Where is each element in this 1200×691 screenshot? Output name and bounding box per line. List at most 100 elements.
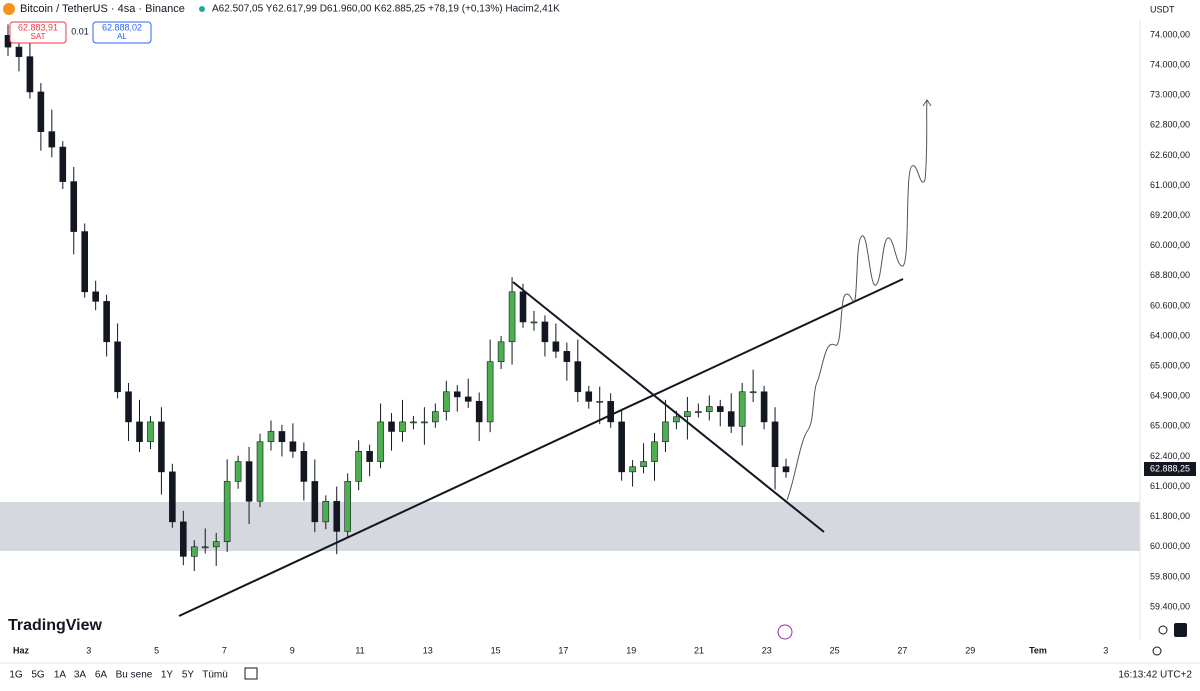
candle-body: [782, 466, 790, 473]
range-button[interactable]: 6A: [95, 670, 108, 681]
buy-label: AL: [117, 32, 127, 41]
price-label: 61.000,00: [1150, 180, 1190, 190]
price-label: 59.800,00: [1150, 571, 1190, 581]
price-label: 61.000,00: [1150, 481, 1190, 491]
candle-body: [640, 461, 647, 468]
time-label: 7: [222, 645, 227, 655]
time-label: 11: [355, 645, 364, 655]
price-label: 65.000,00: [1150, 421, 1190, 431]
candle-body: [190, 546, 198, 557]
price-label: 60.600,00: [1150, 300, 1190, 310]
settings-icon[interactable]: [1152, 646, 1162, 656]
projection-path: [786, 99, 932, 501]
candle-body: [585, 391, 593, 402]
candle-body: [125, 391, 132, 423]
price-label: 64.900,00: [1150, 391, 1190, 401]
candle-body: [92, 291, 99, 302]
candle-body: [300, 450, 308, 482]
time-label: 21: [694, 645, 704, 655]
candles: [4, 24, 790, 572]
candle-body: [716, 406, 724, 412]
candle-body: [453, 391, 461, 398]
candle-body: [684, 411, 691, 418]
candle-body: [201, 546, 209, 549]
range-button[interactable]: 3A: [74, 670, 87, 681]
candle-body: [267, 431, 275, 443]
currency[interactable]: USDT: [1150, 4, 1175, 14]
time-label: 9: [290, 645, 295, 655]
candle-body: [695, 411, 702, 413]
buy-price: 62.888,02: [102, 22, 142, 32]
candle-body: [59, 146, 67, 182]
calendar-icon[interactable]: [244, 667, 258, 680]
candle-body: [519, 291, 527, 323]
price-label: 62.400,00: [1150, 451, 1190, 461]
price-label: 61.800,00: [1150, 511, 1190, 521]
ohlc: A62.507,05 Y62.617,99 D61.960,00 K62.885…: [212, 4, 560, 15]
range-button[interactable]: 1G: [9, 670, 23, 681]
coin-icon: [3, 3, 15, 15]
candle-body: [662, 421, 669, 443]
candle-body: [563, 351, 571, 362]
time-label: 5: [154, 645, 159, 655]
candle-body: [727, 411, 735, 427]
range-button[interactable]: Bu sene: [116, 670, 153, 681]
log-toggle[interactable]: [1158, 625, 1168, 635]
range-button[interactable]: 1A: [54, 670, 67, 681]
candle-body: [180, 521, 187, 557]
price-label: 68.800,00: [1150, 270, 1190, 280]
logo-text: TradingView: [8, 617, 103, 634]
logo: TradingView: [8, 617, 103, 634]
symbol: Bitcoin / TetherUS · 4sa · Binance: [20, 3, 185, 15]
candle-body: [377, 421, 384, 462]
price-label: 65.000,00: [1150, 361, 1190, 371]
candle-body: [432, 411, 439, 423]
candle-body: [443, 391, 450, 412]
candle-body: [114, 341, 121, 393]
range-button[interactable]: 5Y: [182, 670, 195, 681]
candle-body: [705, 406, 713, 412]
candle-body: [552, 341, 560, 352]
time-label: 19: [626, 645, 636, 655]
event-icon[interactable]: [777, 624, 793, 640]
candle-body: [388, 421, 395, 432]
time-label: 25: [830, 645, 840, 655]
candle-body: [278, 431, 286, 443]
candle-body: [147, 421, 154, 443]
time-label: 29: [965, 645, 975, 655]
price-label: 59.400,00: [1150, 601, 1190, 611]
time-label: 13: [423, 645, 433, 655]
candle-body: [289, 441, 297, 452]
last-price-tag: [1144, 462, 1196, 476]
candle-body: [212, 541, 220, 548]
candle-body: [618, 421, 625, 473]
status-dot: [199, 6, 205, 12]
candle-body: [103, 301, 110, 343]
price-label: 62.600,00: [1150, 150, 1190, 160]
range-button[interactable]: 1Y: [161, 670, 174, 681]
price-label: 60.000,00: [1150, 240, 1190, 250]
support-zone: [0, 502, 1140, 551]
buy-button[interactable]: [92, 21, 152, 44]
last-price: 62.888,25: [1150, 463, 1190, 473]
candle-body: [530, 321, 538, 324]
candle-body: [475, 401, 483, 423]
candle-body: [596, 401, 604, 403]
candle-body: [366, 450, 373, 462]
candle-body: [70, 181, 78, 232]
clock: 16:13:42 UTC+2: [1118, 670, 1192, 681]
candle-body: [322, 500, 330, 523]
auto-toggle[interactable]: [1174, 623, 1187, 637]
candle-body: [169, 471, 176, 523]
range-button[interactable]: Tümü: [202, 670, 228, 681]
candle-body: [464, 396, 472, 402]
candle-body: [355, 450, 362, 482]
candle-body: [629, 466, 636, 473]
time-label: 27: [897, 645, 907, 655]
candle-body: [48, 131, 56, 148]
range-button[interactable]: 5G: [31, 670, 45, 681]
price-label: 69.200,00: [1150, 210, 1190, 220]
sell-button[interactable]: [9, 21, 67, 44]
